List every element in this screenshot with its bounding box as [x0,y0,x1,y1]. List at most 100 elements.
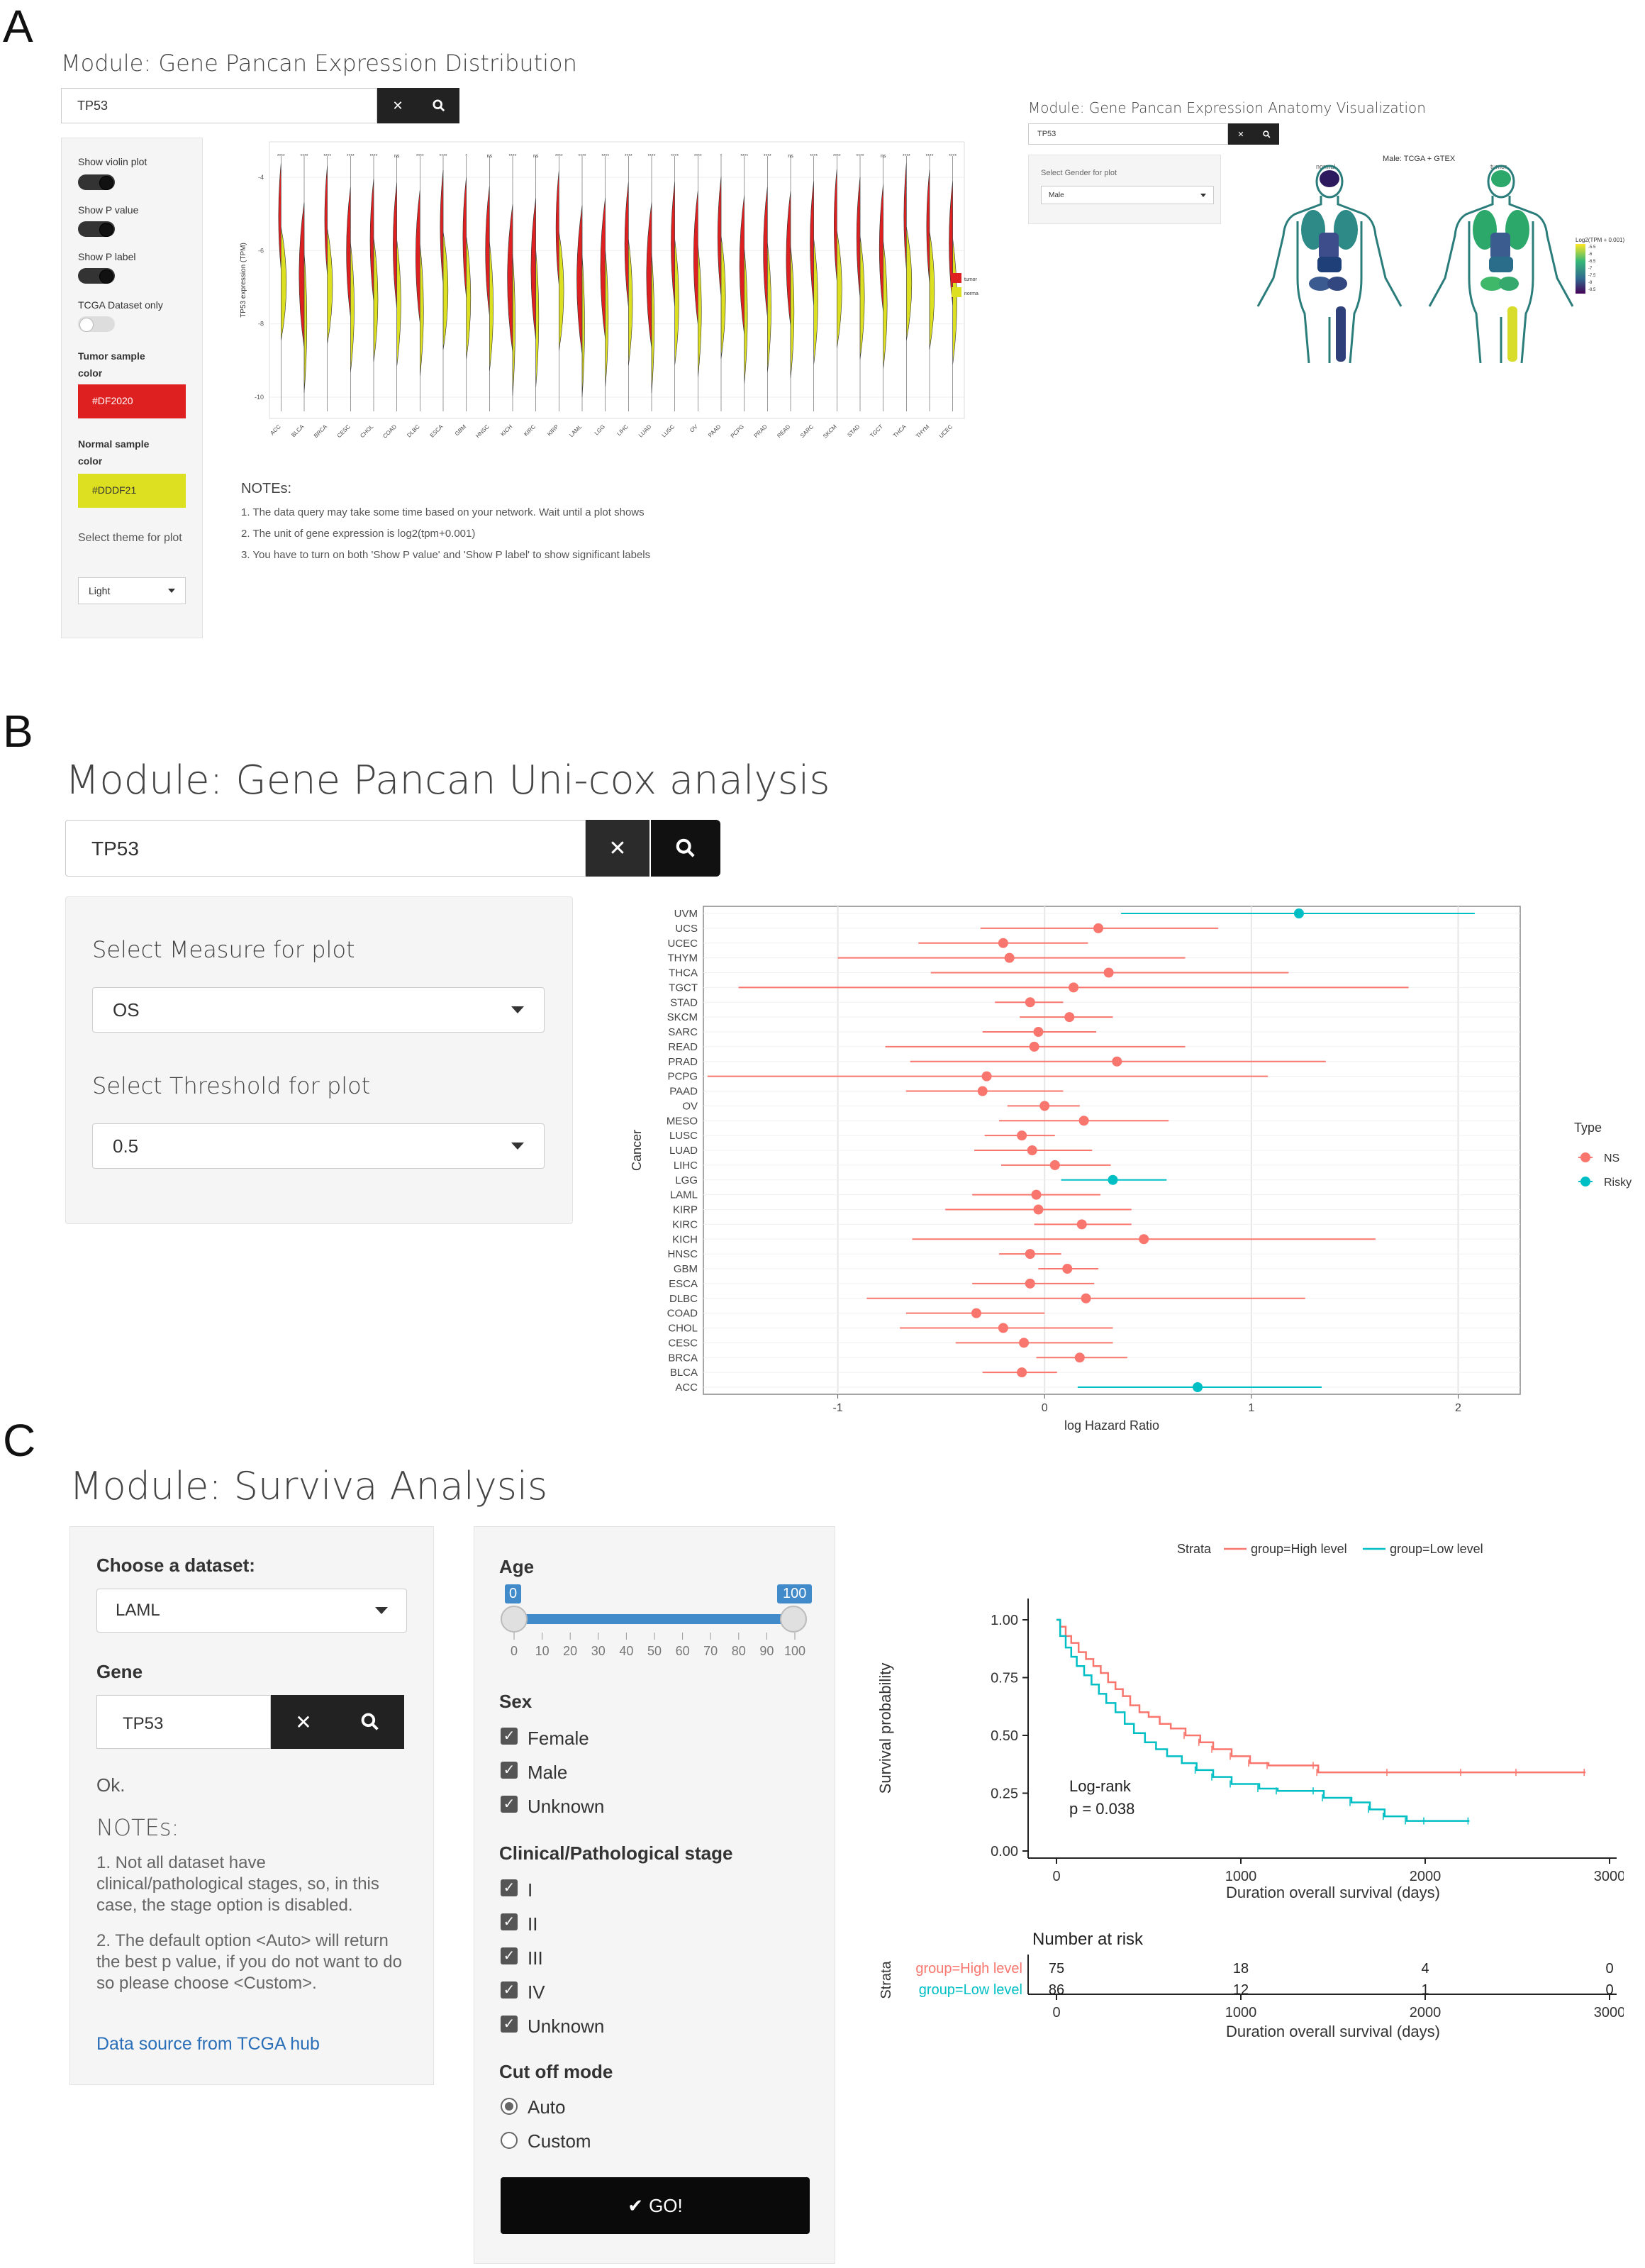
risk-table-value: 75 [1049,1961,1064,1977]
show-p-toggle[interactable] [78,221,115,237]
panel-label-c: C [3,1415,36,1466]
forest-y-tick: KIRP [673,1204,698,1216]
cutoff-custom-radio[interactable] [501,2132,518,2149]
km-legend-label: group=High level [1251,1542,1347,1556]
show-plabel-toggle[interactable] [78,268,115,284]
violin-sig-label: **** [949,154,957,159]
anatomy-legend-title: Log2(TPM + 0.001) [1576,237,1625,243]
age-slider-min-handle[interactable] [501,1606,528,1633]
show-p-label: Show P value [78,204,139,216]
data-source-link[interactable]: Data source from TCGA hub [96,2034,320,2054]
sex-female-checkbox[interactable]: ✓ [501,1728,518,1745]
sex-unknown-checkbox[interactable]: ✓ [501,1796,518,1813]
theme-label: Select theme for plot [78,532,182,544]
threshold-select[interactable]: 0.5 [92,1123,545,1169]
show-violin-toggle[interactable] [78,174,115,190]
km-curve [1056,1618,1470,1822]
normal-violin [396,240,401,367]
km-y-label: Survival probability [876,1663,894,1794]
forest-point [1074,1352,1085,1363]
forest-point [1017,1130,1027,1141]
distribution-gene-input[interactable]: TP53 [61,88,377,123]
unicox-search-button[interactable] [651,820,720,877]
legend-tumor-label: tumor [964,277,978,282]
normal-violin [489,242,494,372]
tumor-violin [903,162,907,270]
dataset-label: Choose a dataset: [96,1555,255,1576]
age-slider-max-handle[interactable] [780,1606,807,1633]
forest-y-tick: KIRC [672,1218,698,1230]
tumor-violin [299,202,305,348]
risk-table-x-tick: 0 [1052,2005,1060,2020]
theme-select[interactable]: Light [78,577,186,604]
distribution-clear-button[interactable]: ✕ [377,88,418,123]
forest-point [1025,1278,1035,1289]
stage-iv-checkbox[interactable]: ✓ [501,1981,518,1999]
violin-sig-label: ns [487,154,493,159]
stage-unknown-checkbox[interactable]: ✓ [501,2016,518,2033]
forest-y-tick: GBM [674,1263,698,1275]
tcga-only-toggle[interactable] [78,316,115,332]
risk-table-x-tick: 2000 [1410,2005,1442,2020]
stage-ii-checkbox[interactable]: ✓ [501,1913,518,1930]
forest-point [1031,1189,1042,1200]
go-button[interactable]: ✔ GO! [501,2177,810,2234]
violin-sig-label: **** [833,154,841,159]
forest-legend-dot [1580,1152,1590,1162]
forest-point [1108,1174,1118,1185]
distribution-note-1: 1. The data query may take some time bas… [241,506,645,518]
gender-select[interactable]: Male [1041,186,1214,204]
normal-violin [281,226,287,341]
distribution-search-button[interactable] [418,88,459,123]
distribution-notes-title: NOTEs: [241,481,292,496]
normal-color-label: Normal sample color [78,438,150,467]
dataset-select[interactable]: LAML [96,1589,407,1633]
forest-point [1062,1264,1073,1274]
cutoff-auto-radio[interactable] [501,2098,518,2115]
search-icon [1262,130,1270,138]
tumor-violin [624,182,629,308]
forest-point [998,938,1008,948]
forest-point [1017,1367,1027,1378]
forest-point [1139,1234,1149,1245]
stage-iv-label: IV [528,1981,545,2003]
km-y-tick: 0.75 [991,1671,1018,1686]
violin-x-tick: BLCA [290,423,306,439]
close-icon: ✕ [295,1711,312,1733]
forest-point [1064,1012,1075,1023]
anatomy-gene-input[interactable]: TP53 [1028,123,1228,145]
survival-sidebar-2 [474,1526,835,2264]
survival-clear-button[interactable]: ✕ [271,1695,336,1749]
violin-sig-label: **** [370,154,378,159]
normal-color-input[interactable]: #DDDF21 [78,474,186,508]
forest-legend-title: Type [1574,1121,1602,1135]
tumor-violin [324,165,328,274]
survival-gene-input[interactable]: TP53 [96,1695,271,1749]
unicox-clear-button[interactable]: ✕ [586,820,649,877]
normal-violin [373,237,379,362]
panel-label-a: A [3,1,33,52]
violin-x-tick: KIRC [523,423,537,438]
forest-point [1025,997,1035,1008]
tumor-violin [440,169,444,284]
tumor-violin [555,170,559,285]
anatomy-body-normal [1256,165,1403,364]
anatomy-clear-button[interactable]: ✕ [1228,123,1254,145]
tumor-color-input[interactable]: #DF2020 [78,384,186,418]
violin-x-tick: CESC [336,423,352,439]
forest-point [1081,1293,1091,1303]
tumor-violin [646,202,652,349]
sex-male-checkbox[interactable]: ✓ [501,1762,518,1779]
survival-search-button[interactable] [336,1695,404,1749]
violin-x-tick: STAD [846,423,861,438]
forest-y-tick: LGG [675,1174,698,1186]
anatomy-search-button[interactable] [1254,123,1279,145]
stage-iii-checkbox[interactable]: ✓ [501,1947,518,1964]
stage-i-checkbox[interactable]: ✓ [501,1879,518,1896]
violin-x-tick: PAAD [707,423,723,439]
age-min-badge: 0 [505,1584,522,1603]
forest-point [1033,1027,1044,1037]
unicox-gene-input[interactable]: TP53 [65,820,586,877]
measure-select[interactable]: OS [92,987,545,1033]
show-violin-label: Show violin plot [78,156,147,167]
